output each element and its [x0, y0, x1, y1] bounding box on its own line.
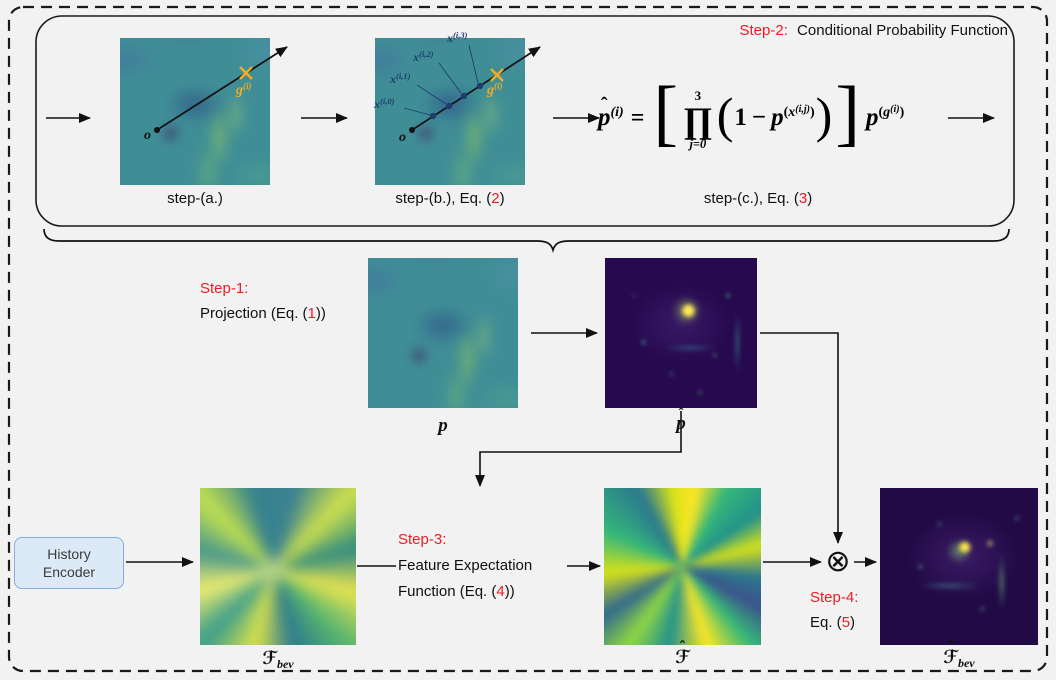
equation-step-c: ˆ p(i) = [ 3 ∏ j=0 ( 1− p(x(i,j)) ) ] p(g(i)… — [598, 72, 905, 156]
history-encoder-box: History Encoder — [14, 537, 124, 589]
product-operator: 3 ∏ j=0 — [683, 88, 713, 152]
f-hat-bev-texture — [880, 488, 1038, 645]
sample-label-1: x(i,1) — [390, 71, 411, 86]
f-hat-texture — [604, 488, 761, 645]
probability-map-p — [368, 258, 518, 408]
step3-block: Step-3: Feature Expectation Function (Eq… — [398, 527, 532, 605]
goal-label-step-b: g(i) — [487, 81, 503, 98]
sample-label-0: x(i,0) — [374, 96, 395, 111]
feature-map-f-hat — [604, 488, 761, 645]
origin-label-step-a: o — [144, 128, 151, 143]
equals-sign: = — [630, 104, 645, 131]
bev-map-step-b — [375, 38, 525, 185]
step3-label: Step-3: — [398, 531, 447, 548]
caption-p: p — [438, 415, 448, 436]
underbrace — [43, 228, 1010, 254]
step1-label: Step-1: — [200, 280, 249, 297]
left-paren: ( — [716, 87, 734, 143]
equation-inner-term: 1− p(x(i,j)) — [734, 104, 815, 131]
step3-description-line1: Feature Expectation — [398, 557, 533, 574]
history-encoder-line1: History — [47, 546, 91, 562]
step2-label: Step-2: — [739, 22, 788, 39]
f-bev-texture — [200, 488, 356, 645]
bev-map-step-a — [120, 38, 270, 185]
right-paren: ) — [815, 87, 833, 143]
step1-description: Projection (Eq. (1)) — [200, 305, 326, 322]
caption-step-c: step-(c.), Eq. (3) — [703, 190, 813, 207]
right-bracket: ] — [835, 72, 860, 155]
p-hat-texture — [605, 258, 757, 408]
history-encoder-line2: Encoder — [42, 564, 96, 580]
sample-label-2: x(i,2) — [413, 49, 434, 64]
step2-title: Conditional Probability Function — [797, 22, 1008, 39]
bev-map-texture — [120, 38, 270, 185]
flow-arrows — [46, 113, 995, 571]
caption-step-a: step-(a.) — [167, 190, 223, 207]
step3-description-line2: Function (Eq. (4)) — [398, 583, 515, 600]
bev-map-texture — [375, 38, 525, 185]
caption-step-b: step-(b.), Eq. (2) — [395, 190, 505, 207]
step4-block: Step-4: Eq. (5) — [810, 585, 858, 635]
step2-header: Step-2: Conditional Probability Function — [690, 22, 1009, 39]
bev-map-texture — [368, 258, 518, 408]
equation-lhs: ˆ p(i) — [598, 93, 624, 131]
step4-description: Eq. (5) — [810, 614, 856, 631]
goal-label-step-a: g(i) — [236, 81, 252, 98]
caption-f-hat-bev: ˆ ℱbev — [943, 639, 975, 670]
feature-map-f-hat-bev — [880, 488, 1038, 645]
caption-f-bev: ℱbev — [262, 648, 294, 671]
multiply-operator-icon: ⊗ — [825, 544, 851, 579]
origin-label-step-b: o — [399, 130, 406, 145]
feature-map-f-bev — [200, 488, 356, 645]
sample-label-3: x(i,3) — [447, 30, 468, 45]
probability-map-p-hat — [605, 258, 757, 408]
step4-label: Step-4: — [810, 589, 859, 606]
left-bracket: [ — [653, 72, 679, 155]
step1-block: Step-1: Projection (Eq. (1)) — [200, 276, 326, 326]
equation-rhs-term: p(g(i)) — [865, 104, 905, 131]
